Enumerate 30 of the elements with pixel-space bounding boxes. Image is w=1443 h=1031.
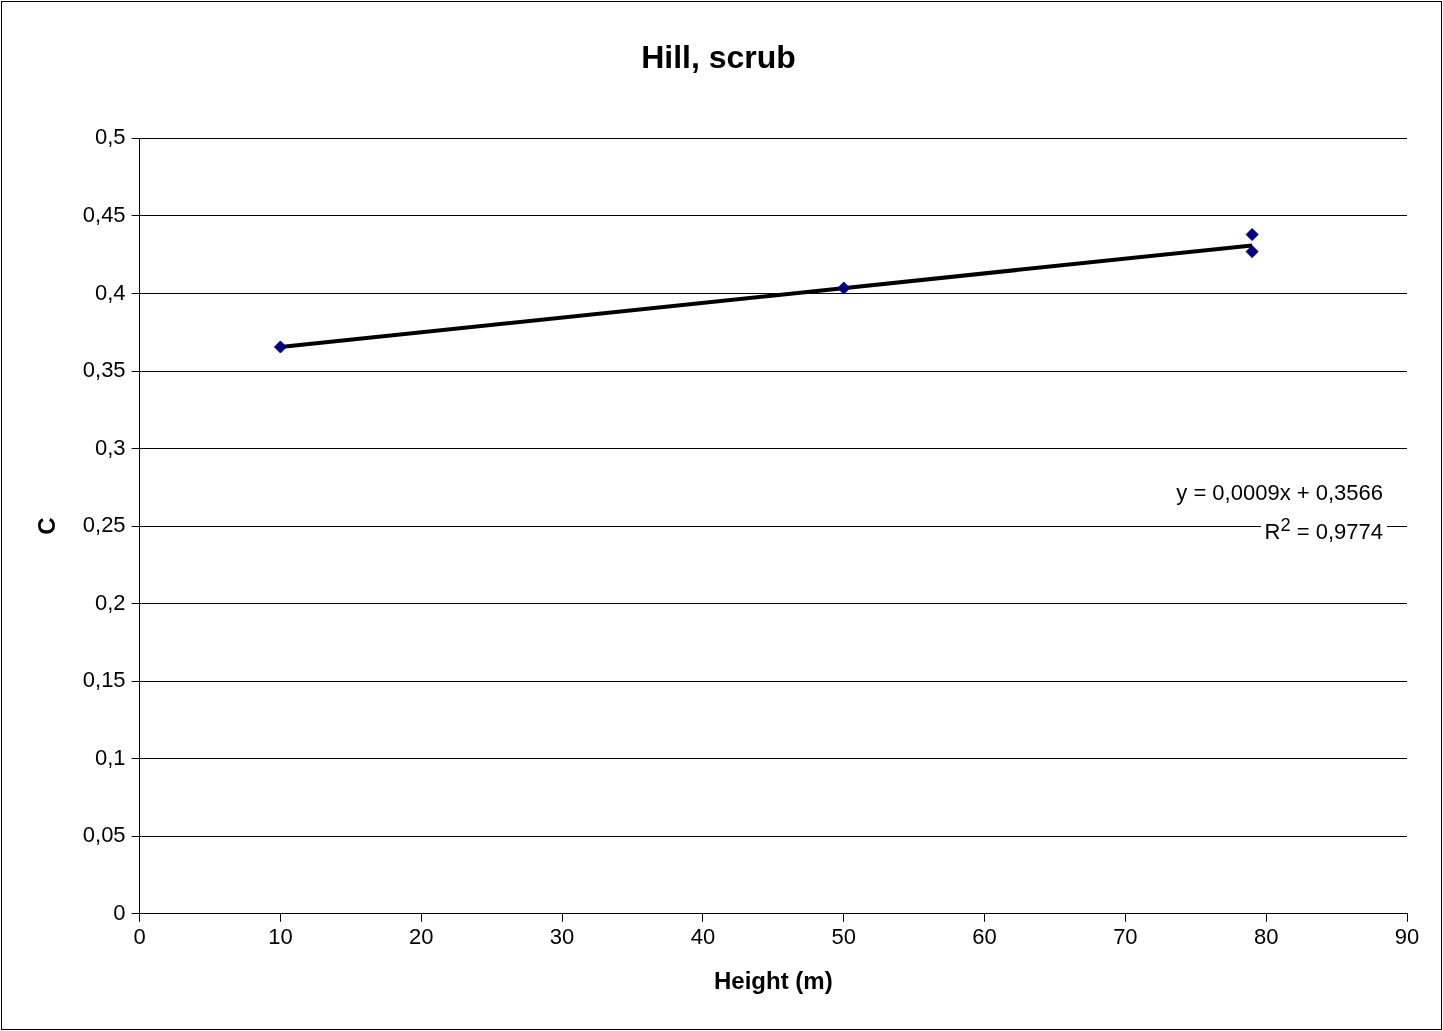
annotation: R$^{2}$ = 0,9774 [1260, 513, 1387, 545]
y-tick-label: 0,15 [82, 667, 126, 693]
chart-title: Hill, scrub [641, 39, 796, 76]
x-axis-title: Height (m) [713, 967, 833, 995]
y-tick-label: 0 [113, 899, 126, 925]
y-tick-label: 0,5 [95, 124, 126, 150]
y-tick-label: 0,1 [95, 744, 126, 770]
x-tick-label: 10 [268, 924, 293, 950]
x-tick-label: 90 [1394, 924, 1420, 950]
y-tick-label: 0,25 [82, 512, 126, 538]
x-tick-label: 80 [1253, 924, 1279, 950]
x-tick-label: 0 [133, 924, 146, 950]
y-tick-label: 0,45 [82, 202, 126, 227]
x-tick-label: 30 [549, 924, 575, 950]
annotation: y = 0,0009x + 0,3566 [1172, 479, 1387, 506]
y-tick-label: 0,3 [95, 434, 126, 460]
x-tick-label: 60 [972, 924, 997, 950]
x-tick-label: 70 [1113, 924, 1138, 950]
point [273, 340, 287, 354]
y-tick-label: 0,05 [82, 822, 126, 848]
x-tick-label: 40 [690, 924, 716, 950]
x-tick-label: 20 [409, 924, 434, 950]
y-axis-title: C [33, 517, 61, 535]
y-tick-label: 0,4 [95, 279, 126, 305]
point [1245, 228, 1259, 242]
y-tick-label: 0,35 [82, 357, 126, 383]
y-tick-label: 0,2 [95, 589, 126, 615]
x-tick-label: 50 [831, 924, 856, 950]
point [837, 281, 851, 295]
point [1245, 245, 1259, 259]
